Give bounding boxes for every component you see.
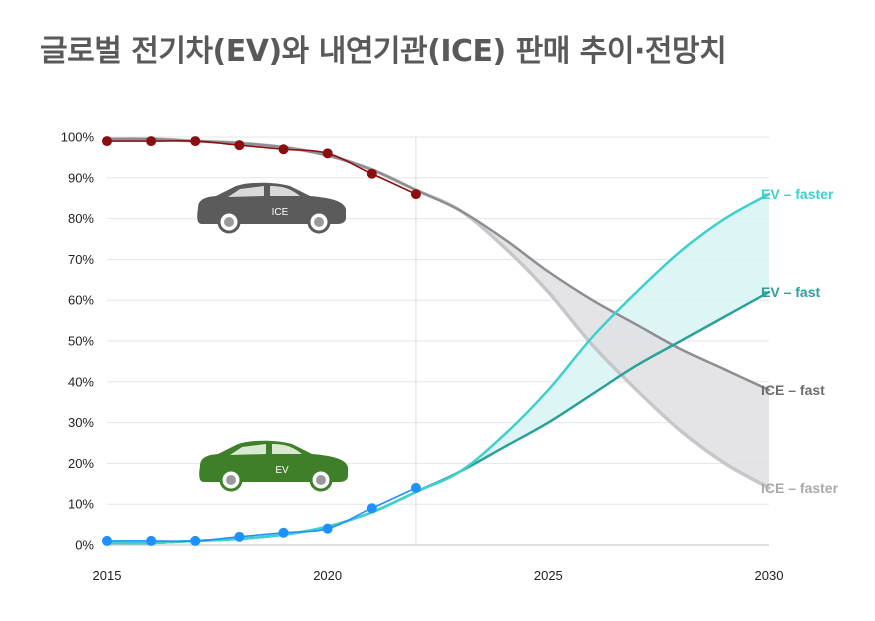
ice-point-2022 — [410, 189, 421, 200]
ev-point-2018 — [234, 531, 245, 542]
y-tick-label-70: 70% — [68, 252, 94, 267]
ev-car-hub-front — [226, 475, 236, 485]
ice-point-2018 — [234, 140, 245, 151]
ice-point-2016 — [146, 136, 157, 147]
ev-car-hub-rear — [316, 475, 326, 485]
ice-point-2020 — [322, 148, 333, 159]
ev-point-2020 — [322, 523, 333, 534]
y-tick-label-80: 80% — [68, 211, 94, 226]
ev-car-window-front — [230, 444, 266, 455]
series-labels: EV – faster EV – fast ICE – fast ICE – fast… — [761, 186, 839, 496]
ice-car-window-rear — [270, 186, 300, 196]
series-label-ev-faster: EV – faster — [761, 186, 834, 202]
x-tick-label-2020: 2020 — [313, 568, 342, 583]
ev-point-2016 — [146, 535, 157, 546]
ev-point-2017 — [190, 535, 201, 546]
x-tick-label-2025: 2025 — [534, 568, 563, 583]
ice-point-2021 — [366, 168, 377, 179]
series-line-ev-faster — [105, 192, 771, 545]
ice-car-hub-rear — [314, 217, 324, 227]
ice-car-label: ICE — [272, 207, 289, 218]
y-axis-ticks: 0% 10% 20% 30% 40% 50% 60% 70% 80% 90% 100% — [61, 130, 95, 553]
ice-point-2017 — [190, 136, 201, 147]
ev-point-2022 — [410, 482, 421, 493]
y-tick-label-100: 100% — [61, 130, 95, 145]
y-tick-label-0: 0% — [75, 538, 94, 553]
x-tick-label-2030: 2030 — [755, 568, 784, 583]
series-line-ice-fast — [105, 137, 771, 392]
series-label-ice-fast: ICE – fast — [761, 382, 825, 398]
ice-point-2015 — [102, 136, 112, 147]
ev-car-label: EV — [275, 465, 289, 476]
ice-car-window-front — [228, 186, 264, 197]
y-tick-label-40: 40% — [68, 374, 94, 389]
ev-point-2019 — [278, 527, 289, 538]
y-tick-label-20: 20% — [68, 456, 94, 471]
ice-car-hub-front — [224, 217, 234, 227]
chart-title: 글로벌 전기차(EV)와 내연기관(ICE) 판매 추이·전망치 — [40, 34, 727, 69]
series-points — [102, 136, 421, 546]
y-tick-label-90: 90% — [68, 170, 94, 185]
y-tick-label-50: 50% — [68, 334, 94, 349]
ice-point-2019 — [278, 144, 289, 155]
y-tick-label-10: 10% — [68, 497, 94, 512]
ev-car-icon: EV — [199, 440, 348, 492]
ev-point-2021 — [366, 503, 377, 514]
y-tick-label-60: 60% — [68, 293, 94, 308]
ice-car-icon: ICE — [197, 182, 346, 234]
series-label-ev-fast: EV – fast — [761, 284, 820, 300]
x-tick-label-2015: 2015 — [93, 568, 122, 583]
series-label-ice-faster: ICE – faster — [761, 480, 839, 496]
y-tick-label-30: 30% — [68, 415, 94, 430]
ev-car-window-rear — [272, 444, 302, 454]
x-axis-ticks: 2015 2020 2025 2030 — [93, 568, 784, 583]
ev-point-2015 — [102, 535, 112, 546]
